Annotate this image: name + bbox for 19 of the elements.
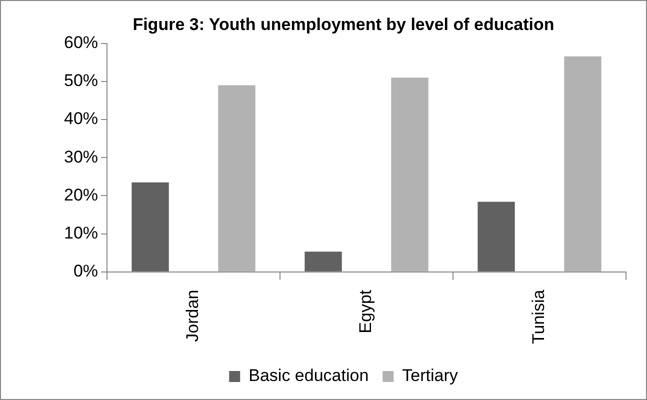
y-tick-label: 40%: [64, 109, 98, 128]
bar: [218, 85, 256, 272]
y-tick-label: 10%: [64, 223, 98, 242]
bar: [132, 182, 169, 272]
bar: [391, 78, 428, 272]
y-tick-label: 50%: [64, 71, 98, 90]
bar: [478, 202, 515, 272]
y-tick-label: 60%: [64, 33, 98, 52]
y-tick-label: 0%: [73, 262, 98, 281]
y-tick-label: 20%: [64, 185, 98, 204]
y-tick-label: 30%: [64, 147, 98, 166]
legend-label: Tertiary: [402, 366, 458, 386]
chart-title: Figure 3: Youth unemployment by level of education: [132, 14, 554, 34]
x-tick-label: Egypt: [356, 290, 376, 334]
x-tick-label: Tunisia: [529, 289, 548, 344]
bar: [564, 56, 602, 272]
bar: [304, 252, 342, 272]
legend-label: Basic education: [248, 366, 369, 386]
x-tick-label: Jordan: [183, 290, 202, 342]
